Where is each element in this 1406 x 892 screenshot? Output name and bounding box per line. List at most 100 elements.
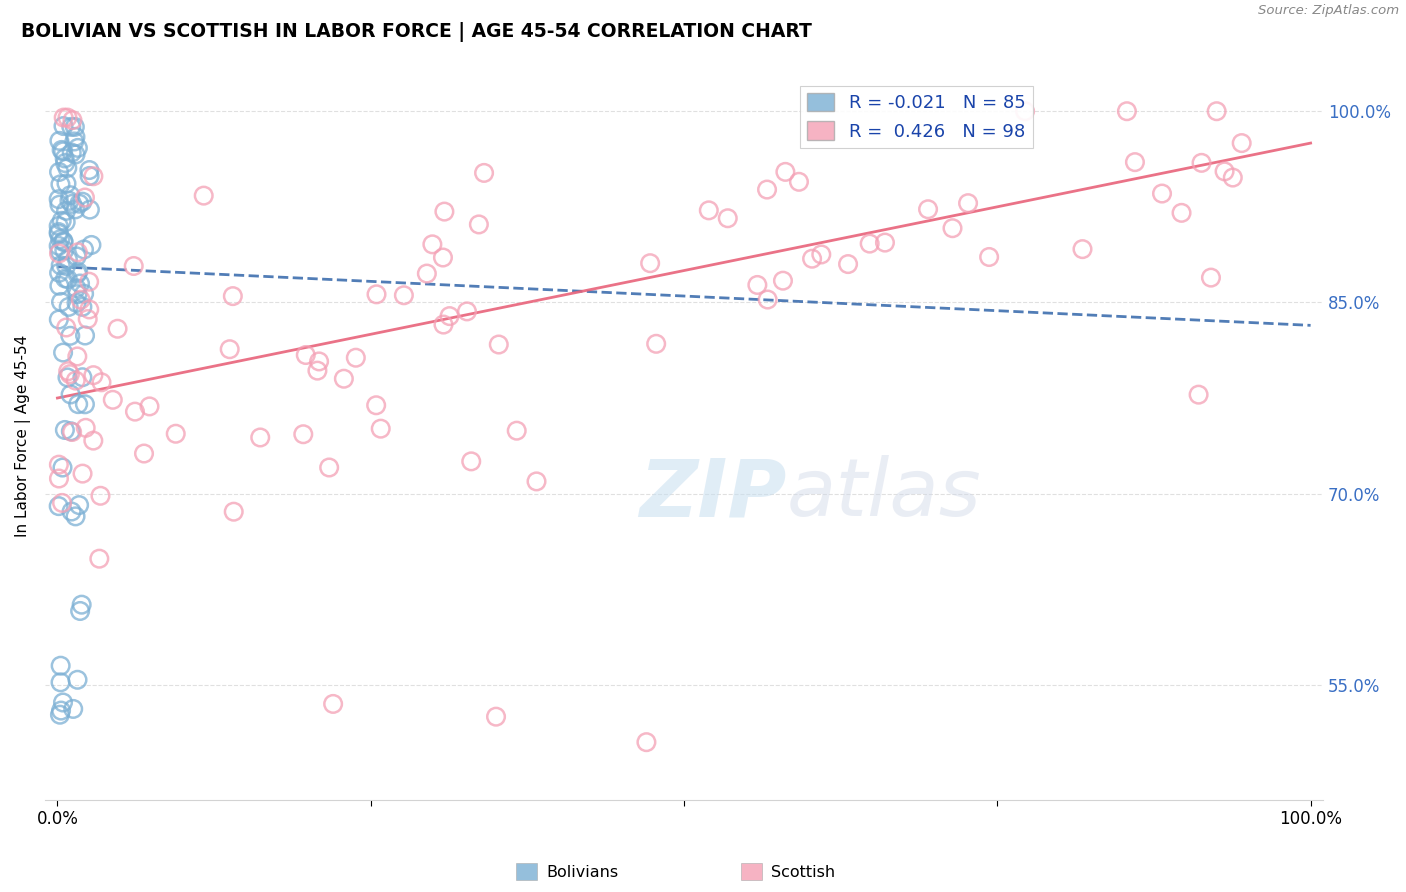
Point bbox=[48, 471, 70, 485]
Point bbox=[49, 707, 72, 722]
Point bbox=[48, 244, 70, 259]
Point bbox=[65, 281, 87, 295]
Point bbox=[69, 277, 91, 291]
Point bbox=[392, 288, 415, 302]
Point bbox=[697, 203, 720, 218]
Point bbox=[56, 252, 79, 267]
Point bbox=[55, 320, 77, 334]
Point bbox=[66, 250, 89, 264]
Point bbox=[48, 239, 70, 253]
Point bbox=[53, 271, 76, 285]
Point bbox=[756, 183, 779, 197]
Point bbox=[49, 658, 72, 673]
Point bbox=[90, 376, 112, 390]
Point bbox=[66, 673, 89, 687]
Point bbox=[55, 203, 77, 218]
Point bbox=[72, 300, 94, 314]
Text: Bolivians: Bolivians bbox=[546, 865, 619, 880]
Point bbox=[51, 214, 73, 228]
Point bbox=[53, 244, 76, 258]
Y-axis label: In Labor Force | Age 45-54: In Labor Force | Age 45-54 bbox=[15, 335, 31, 537]
Point bbox=[124, 404, 146, 418]
Point bbox=[1014, 104, 1036, 119]
Point bbox=[1071, 242, 1094, 256]
Point bbox=[48, 278, 70, 293]
Point bbox=[82, 368, 104, 383]
Point bbox=[1199, 270, 1222, 285]
Point bbox=[82, 169, 104, 184]
Point bbox=[1187, 387, 1209, 401]
Text: Scottish: Scottish bbox=[770, 865, 835, 880]
Point bbox=[366, 398, 388, 412]
Point bbox=[53, 156, 76, 170]
Point bbox=[485, 709, 508, 723]
Point bbox=[52, 119, 75, 133]
Point bbox=[52, 145, 75, 159]
Point bbox=[1213, 164, 1236, 178]
Point bbox=[73, 397, 96, 411]
Point bbox=[69, 293, 91, 307]
Point bbox=[52, 111, 75, 125]
Point bbox=[222, 289, 245, 303]
Point bbox=[472, 166, 495, 180]
Point bbox=[432, 318, 454, 332]
Point bbox=[422, 237, 444, 252]
Point bbox=[636, 735, 658, 749]
Point bbox=[79, 163, 101, 178]
Point bbox=[56, 161, 79, 175]
Point bbox=[294, 348, 316, 362]
Point bbox=[49, 675, 72, 690]
Point bbox=[432, 251, 454, 265]
Point bbox=[787, 175, 810, 189]
Point bbox=[1170, 206, 1192, 220]
Point bbox=[775, 165, 797, 179]
Point bbox=[249, 430, 271, 444]
Point bbox=[222, 505, 245, 519]
Point bbox=[66, 245, 89, 260]
Point bbox=[366, 287, 388, 301]
Point bbox=[60, 504, 83, 518]
Point bbox=[63, 135, 86, 149]
Point bbox=[979, 250, 1001, 264]
Point bbox=[810, 247, 832, 261]
Point bbox=[52, 696, 75, 710]
Point bbox=[80, 238, 103, 252]
Text: ZIP: ZIP bbox=[638, 456, 786, 533]
Point bbox=[63, 120, 86, 134]
Point bbox=[66, 267, 89, 281]
Point bbox=[53, 423, 76, 437]
Point bbox=[51, 143, 73, 157]
Point bbox=[48, 192, 70, 206]
Point bbox=[48, 312, 70, 326]
Text: BOLIVIAN VS SCOTTISH IN LABOR FORCE | AGE 45-54 CORRELATION CHART: BOLIVIAN VS SCOTTISH IN LABOR FORCE | AG… bbox=[21, 22, 813, 42]
Point bbox=[67, 265, 90, 279]
Point bbox=[73, 328, 96, 343]
Point bbox=[59, 188, 82, 202]
Legend: R = -0.021   N = 85, R =  0.426   N = 98: R = -0.021 N = 85, R = 0.426 N = 98 bbox=[800, 86, 1033, 148]
Point bbox=[56, 370, 79, 384]
Point bbox=[76, 312, 98, 326]
Point bbox=[957, 196, 980, 211]
Point bbox=[1205, 104, 1227, 119]
Point bbox=[1115, 104, 1137, 119]
Point bbox=[69, 604, 91, 618]
Point bbox=[51, 460, 73, 475]
Point bbox=[1123, 155, 1146, 169]
Point bbox=[801, 252, 824, 266]
Point bbox=[56, 111, 79, 125]
Point bbox=[79, 169, 101, 183]
Point bbox=[65, 147, 87, 161]
Point bbox=[66, 287, 89, 301]
Point bbox=[218, 342, 240, 356]
Point bbox=[49, 704, 72, 718]
Point bbox=[72, 370, 94, 384]
Point bbox=[138, 400, 160, 414]
Point bbox=[941, 221, 963, 235]
Point bbox=[48, 266, 70, 280]
Point bbox=[89, 551, 111, 566]
Point bbox=[308, 354, 330, 368]
Text: atlas: atlas bbox=[786, 456, 981, 533]
Point bbox=[59, 367, 82, 381]
Point bbox=[56, 364, 79, 378]
Point bbox=[107, 322, 129, 336]
